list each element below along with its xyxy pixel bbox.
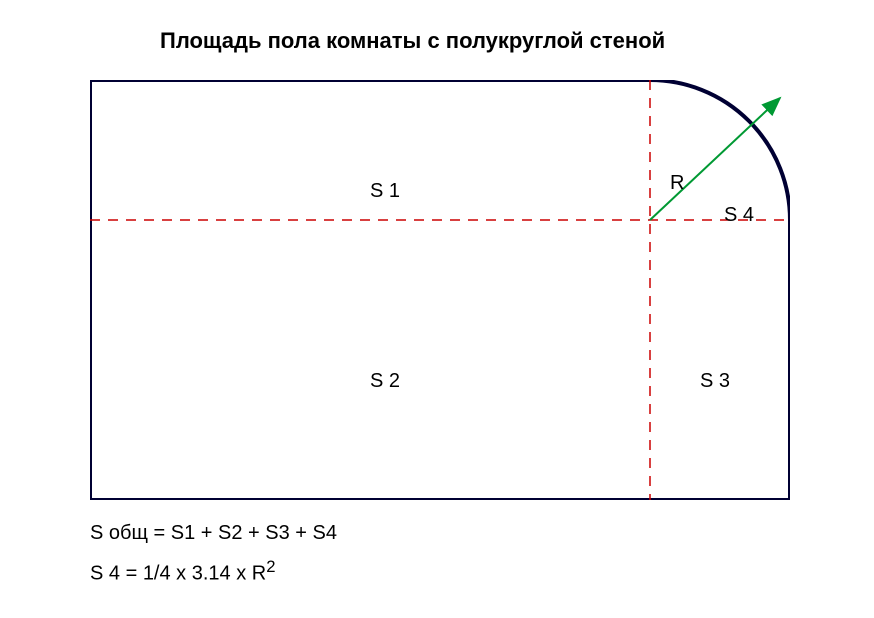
- formula-quarter-circle: S 4 = 1/4 x 3.14 x R2: [90, 557, 275, 586]
- label-s4: S 4: [724, 204, 754, 227]
- label-radius: R: [670, 172, 684, 195]
- label-s1: S 1: [370, 180, 400, 203]
- room-outline: [90, 80, 790, 500]
- label-s2: S 2: [370, 370, 400, 393]
- formula-s4-prefix: S 4 = 1/4 x 3.14 x R: [90, 563, 266, 585]
- radius-arrow: [650, 98, 780, 220]
- label-s3: S 3: [700, 370, 730, 393]
- diagram-title: Площадь пола комнаты с полукруглой стено…: [160, 28, 665, 54]
- formula-total-area: S общ = S1 + S2 + S3 + S4: [90, 522, 337, 545]
- room-diagram: [90, 80, 790, 500]
- formula-s4-exponent: 2: [266, 557, 275, 576]
